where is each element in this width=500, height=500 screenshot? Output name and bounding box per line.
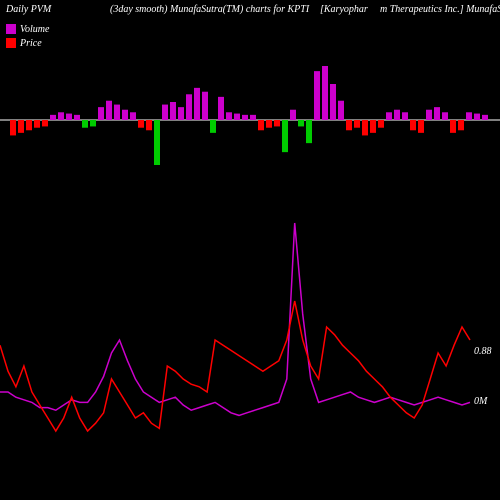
chart-legend: Volume Price <box>6 22 49 50</box>
axis-label-top: 0M <box>474 396 487 407</box>
legend-swatch-price <box>6 38 16 48</box>
chart-header: Daily PVM (3day smooth) MunafaSutra(TM) … <box>0 4 500 20</box>
header-mid-left: (3day smooth) MunafaSutra(TM) charts for… <box>110 4 309 15</box>
bar-chart <box>0 60 500 180</box>
line-chart <box>0 210 500 470</box>
legend-label-volume: Volume <box>20 24 49 35</box>
legend-item-volume: Volume <box>6 22 49 36</box>
header-right: m Therapeutics Inc.] MunafaS <box>380 4 500 15</box>
axis-label-mid: 0.88 <box>474 346 492 357</box>
chart-container: Daily PVM (3day smooth) MunafaSutra(TM) … <box>0 0 500 500</box>
header-left: Daily PVM <box>6 4 51 15</box>
legend-label-price: Price <box>20 38 42 49</box>
header-mid-right: [Karyophar <box>320 4 368 15</box>
legend-item-price: Price <box>6 36 49 50</box>
legend-swatch-volume <box>6 24 16 34</box>
